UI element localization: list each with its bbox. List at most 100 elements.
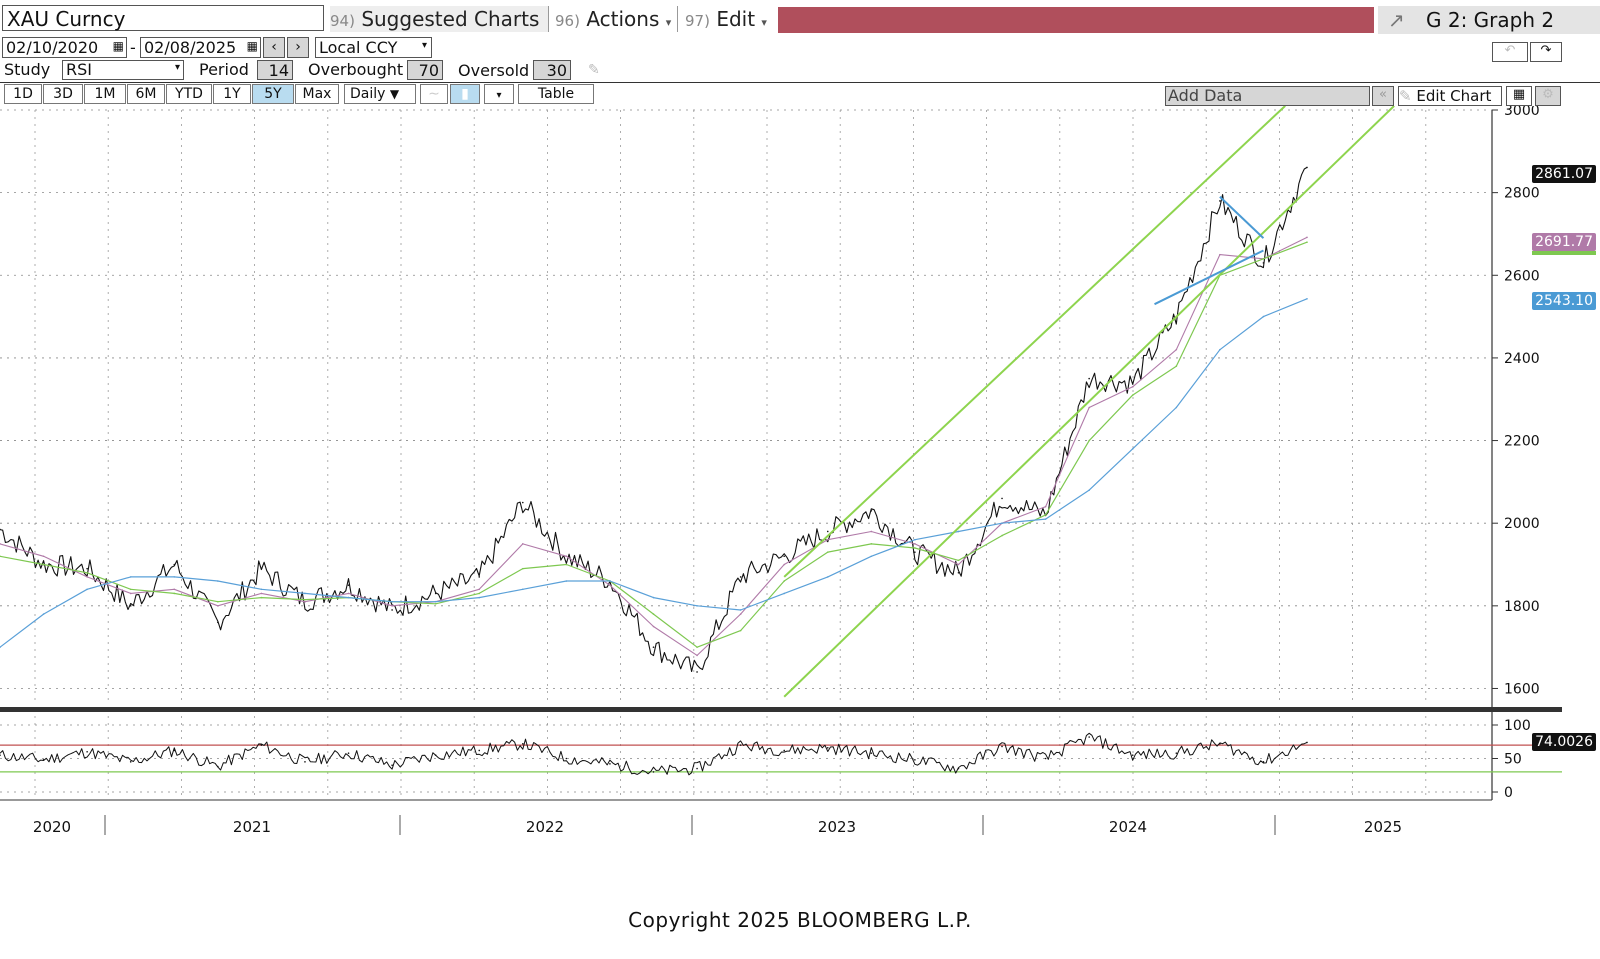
currency-value: Local CCY xyxy=(319,38,398,57)
data-point-ma-50 xyxy=(42,555,45,558)
toolbar-top-rule xyxy=(0,82,1600,83)
data-point-ma-100 xyxy=(478,592,481,595)
overbought-input[interactable]: 70 xyxy=(407,60,443,80)
rsi-tick-label: 0 xyxy=(1504,785,1513,801)
data-point-ma-100 xyxy=(42,563,45,566)
start-date-field[interactable]: 02/10/2020 ▦ xyxy=(2,37,127,58)
actions-menu[interactable]: 96) Actions ▾ xyxy=(555,6,678,32)
data-point-xau xyxy=(1219,200,1221,202)
data-point-rsi xyxy=(304,761,306,763)
data-point-xau xyxy=(1088,377,1090,380)
y-tick-label: 2200 xyxy=(1504,434,1540,450)
collapse-button[interactable]: « xyxy=(1372,86,1394,106)
range-button-5y[interactable]: 5Y xyxy=(252,84,294,104)
data-point-rsi xyxy=(1131,754,1134,756)
study-select[interactable]: RSI ▾ xyxy=(62,60,184,80)
range-button-1d[interactable]: 1D xyxy=(4,84,42,104)
edit-menu[interactable]: 97) Edit ▾ xyxy=(685,6,773,32)
gear-button[interactable]: ⚙ xyxy=(1535,86,1561,106)
data-point-ma-100 xyxy=(565,563,568,566)
table-button[interactable]: Table xyxy=(518,84,594,104)
data-point-rsi xyxy=(478,749,481,752)
ma-fast-badge: 2691.77 xyxy=(1532,233,1596,251)
data-point-ma-50 xyxy=(217,605,219,607)
chart-settings-button[interactable]: ▦ xyxy=(1506,86,1532,106)
oversold-input[interactable]: 30 xyxy=(533,60,571,80)
data-point-ma-50 xyxy=(478,588,481,591)
data-point-ma-50 xyxy=(173,588,176,591)
period-input[interactable]: 14 xyxy=(257,60,293,80)
pencil-icon[interactable]: ✎ xyxy=(588,62,600,78)
data-point-ma-200 xyxy=(1262,315,1265,318)
data-point-ma-200 xyxy=(304,592,306,595)
data-point-ma-50 xyxy=(609,584,611,586)
data-point-xau xyxy=(347,584,350,586)
x-tick-label: 2023 xyxy=(818,818,856,836)
suggested-charts-menu[interactable]: 94) Suggested Charts ▾ xyxy=(330,6,549,57)
data-point-rsi xyxy=(42,759,45,761)
data-point-ma-50 xyxy=(739,613,742,615)
range-button-ytd[interactable]: YTD xyxy=(166,84,212,104)
redo-button[interactable]: ↷ xyxy=(1530,42,1562,62)
data-point-xau xyxy=(129,605,132,607)
rsi-value: 74.0026 xyxy=(1535,734,1593,750)
calendar-icon[interactable]: ▦ xyxy=(112,39,124,53)
data-point-ma-200 xyxy=(1175,406,1178,409)
data-point-ma-200 xyxy=(347,596,350,599)
undo-icon: ↶ xyxy=(1504,43,1516,58)
currency-select[interactable]: Local CCY ▾ xyxy=(315,37,432,58)
data-point-ma-100 xyxy=(652,613,655,615)
add-data-input[interactable]: Add Data xyxy=(1165,86,1370,106)
data-point-ma-100 xyxy=(129,588,132,591)
edit-chart-button[interactable]: ✎ Edit Chart xyxy=(1398,86,1502,106)
data-point-ma-100 xyxy=(217,600,219,603)
data-point-ma-100 xyxy=(957,559,960,562)
ticker-field[interactable]: XAU Curncy xyxy=(2,5,324,31)
data-point-rsi xyxy=(1306,741,1308,744)
data-point-ma-100 xyxy=(260,596,263,599)
data-point-rsi xyxy=(1088,736,1090,738)
data-point-rsi xyxy=(783,749,785,752)
data-point-ma-50 xyxy=(565,555,568,558)
y-tick-label: 2800 xyxy=(1504,186,1540,202)
calendar-icon[interactable]: ▦ xyxy=(246,39,258,53)
range-button-1m[interactable]: 1M xyxy=(84,84,126,104)
oversold-label: Oversold xyxy=(458,61,530,80)
prev-period-button[interactable]: ‹ xyxy=(263,37,285,58)
data-point-ma-200 xyxy=(739,609,742,611)
bar-type-dropdown[interactable]: ▾ xyxy=(484,84,514,104)
range-button-3d[interactable]: 3D xyxy=(43,84,83,104)
data-point-xau xyxy=(783,555,785,558)
data-point-ma-50 xyxy=(391,605,393,607)
data-point-rsi xyxy=(696,767,698,770)
data-point-rsi xyxy=(957,767,960,770)
data-point-ma-200 xyxy=(1306,297,1308,300)
undo-button[interactable]: ↶ xyxy=(1492,42,1528,62)
range-button-6m[interactable]: 6M xyxy=(127,84,165,104)
data-point-rsi xyxy=(609,763,611,765)
data-point-xau xyxy=(914,551,916,553)
data-point-xau xyxy=(522,501,524,504)
rsi-tick-label: 50 xyxy=(1504,752,1522,768)
chart-style-button[interactable]: ∼ xyxy=(420,84,448,104)
data-point-ma-50 xyxy=(957,563,960,566)
data-point-ma-200 xyxy=(391,600,393,603)
price-chart[interactable]: 1600 1800 2000 2200 2400 2600 2800 3000 0 50 100 20… xyxy=(0,106,1600,846)
next-period-button[interactable]: › xyxy=(287,37,309,58)
data-point-ma-200 xyxy=(478,596,481,599)
trendline-triangle-upper xyxy=(1219,196,1265,239)
data-point-ma-200 xyxy=(42,613,45,615)
data-point-ma-100 xyxy=(1131,394,1134,396)
data-point-ma-50 xyxy=(696,654,698,657)
range-button-max[interactable]: Max xyxy=(295,84,339,104)
data-point-ma-50 xyxy=(652,625,655,628)
end-date-field[interactable]: 02/08/2025 ▦ xyxy=(140,37,261,58)
frequency-select[interactable]: Daily ▼ xyxy=(344,84,416,104)
data-point-rsi xyxy=(391,764,393,766)
range-button-1y[interactable]: 1Y xyxy=(213,84,251,104)
add-data-placeholder: Add Data xyxy=(1168,86,1243,105)
data-point-ma-200 xyxy=(1219,348,1221,351)
data-point-rsi xyxy=(86,751,88,753)
popout-icon[interactable]: ↗ xyxy=(1388,8,1405,32)
bar-type-button[interactable]: ▮ xyxy=(450,84,480,104)
